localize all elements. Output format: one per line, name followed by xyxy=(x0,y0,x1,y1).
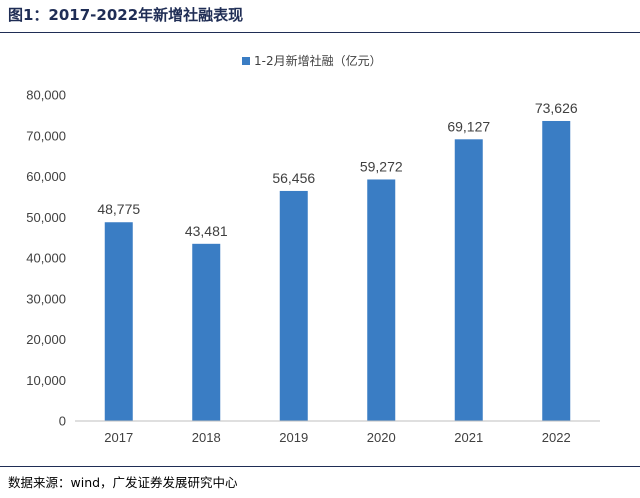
x-tick-label: 2019 xyxy=(279,430,308,445)
y-tick-label: 20,000 xyxy=(26,332,66,347)
x-tick-label: 2021 xyxy=(454,430,483,445)
y-axis: 0 10,000 20,000 30,000 40,000 50,000 60,000 70,… xyxy=(26,88,66,429)
bar-chart: 1-2月新增社融（亿元） 0 10,000 20,000 30,000 40,000 50… xyxy=(26,53,600,445)
y-tick-label: 50,000 xyxy=(26,210,66,225)
y-tick-label: 30,000 xyxy=(26,291,66,306)
data-label-2019: 56,456 xyxy=(272,170,315,186)
y-tick-label: 10,000 xyxy=(26,373,66,388)
data-labels: 48,775 43,481 56,456 59,272 69,127 73,626 xyxy=(97,100,578,239)
data-label-2021: 69,127 xyxy=(447,118,490,134)
x-axis: 2017 2018 2019 2020 2021 2022 xyxy=(75,420,600,445)
bar-2017 xyxy=(104,222,133,421)
y-tick-label: 70,000 xyxy=(26,128,66,143)
data-label-2022: 73,626 xyxy=(535,100,578,116)
data-label-2017: 48,775 xyxy=(97,201,140,217)
top-rule xyxy=(0,32,640,33)
data-label-2018: 43,481 xyxy=(185,223,228,239)
x-tick-label: 2022 xyxy=(542,430,571,445)
x-tick-label: 2017 xyxy=(104,430,133,445)
bottom-rule xyxy=(0,466,640,467)
x-tick-label: 2018 xyxy=(192,430,221,445)
bar-2018 xyxy=(192,243,221,421)
source-note: 数据来源：wind，广发证券发展研究中心 xyxy=(8,475,238,490)
y-tick-label: 0 xyxy=(59,414,66,429)
legend-swatch xyxy=(242,57,250,65)
chart-legend: 1-2月新增社融（亿元） xyxy=(242,53,382,68)
bar-2019 xyxy=(279,190,308,421)
x-tick-label: 2020 xyxy=(367,430,396,445)
bar-2020 xyxy=(367,179,396,421)
y-tick-label: 40,000 xyxy=(26,251,66,266)
y-tick-label: 60,000 xyxy=(26,169,66,184)
legend-label: 1-2月新增社融（亿元） xyxy=(254,53,382,68)
bar-2022 xyxy=(542,120,571,421)
bars xyxy=(104,120,571,421)
y-tick-label: 80,000 xyxy=(26,88,66,103)
bar-2021 xyxy=(454,139,483,421)
figure-title: 图1：2017-2022年新增社融表现 xyxy=(8,6,244,24)
data-label-2020: 59,272 xyxy=(360,158,403,174)
